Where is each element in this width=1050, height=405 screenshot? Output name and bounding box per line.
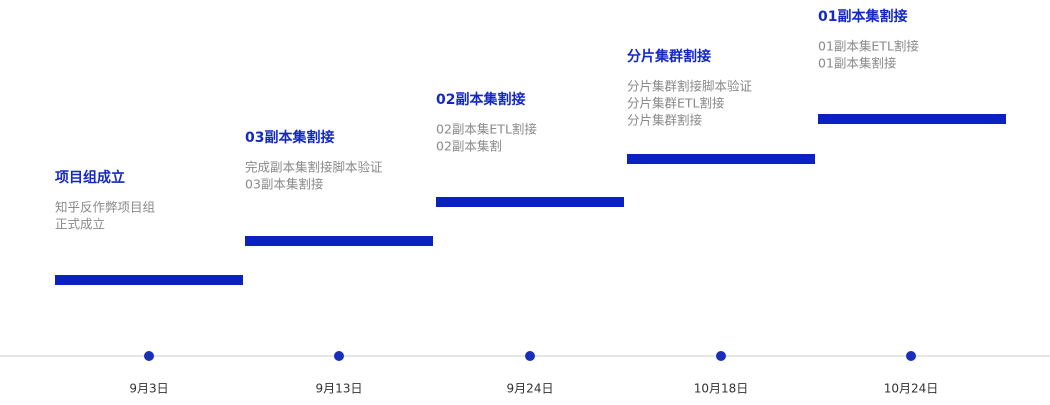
milestone-date: 10月18日 bbox=[694, 382, 749, 396]
milestone-description: 分片集群割接脚本验证 bbox=[627, 79, 753, 94]
timeline-dot bbox=[525, 351, 535, 361]
milestone-date: 10月24日 bbox=[884, 382, 939, 396]
milestone-date: 9月24日 bbox=[507, 382, 554, 396]
milestone-description: 02副本集ETL割接 bbox=[436, 122, 537, 137]
milestone-description: 完成副本集割接脚本验证 bbox=[245, 160, 383, 175]
milestone-description: 01副本集ETL割接 bbox=[818, 39, 919, 54]
milestone-title: 分片集群割接 bbox=[627, 48, 711, 65]
milestone-title: 03副本集割接 bbox=[245, 129, 334, 146]
milestone-title: 项目组成立 bbox=[55, 169, 125, 186]
milestone-description: 正式成立 bbox=[55, 217, 105, 232]
milestone-title: 01副本集割接 bbox=[818, 8, 907, 25]
milestone-title: 02副本集割接 bbox=[436, 91, 525, 108]
timeline-dot bbox=[906, 351, 916, 361]
step-bar bbox=[55, 275, 243, 285]
milestone-date: 9月3日 bbox=[129, 382, 168, 396]
milestone-date: 9月13日 bbox=[316, 382, 363, 396]
step-bar bbox=[627, 154, 815, 164]
timeline-dot bbox=[334, 351, 344, 361]
milestone-description: 分片集群ETL割接 bbox=[627, 96, 725, 111]
step-bar bbox=[245, 236, 433, 246]
timeline-dot bbox=[144, 351, 154, 361]
timeline-dot bbox=[716, 351, 726, 361]
milestone-description: 01副本集割接 bbox=[818, 56, 897, 71]
milestone-description: 知乎反作弊项目组 bbox=[55, 200, 155, 215]
step-bar bbox=[818, 114, 1006, 124]
milestone-description: 分片集群割接 bbox=[627, 113, 703, 128]
milestone-description: 03副本集割接 bbox=[245, 177, 324, 192]
milestone-description: 02副本集割 bbox=[436, 139, 502, 154]
step-bar bbox=[436, 197, 624, 207]
